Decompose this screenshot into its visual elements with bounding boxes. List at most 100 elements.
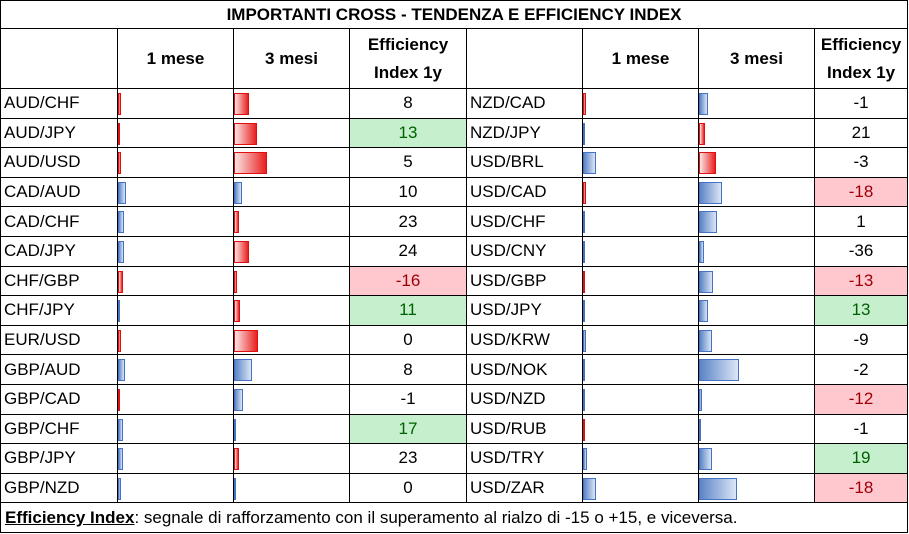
efficiency-value: 19 <box>813 443 909 474</box>
negative-trend-bar <box>583 418 585 441</box>
positive-trend-bar <box>699 270 713 293</box>
efficiency-value: 13 <box>813 295 909 326</box>
positive-trend-bar <box>583 329 586 352</box>
negative-trend-bar <box>234 152 267 175</box>
positive-trend-bar <box>118 448 123 471</box>
trend-cell-m3 <box>698 354 815 385</box>
footnote-label: Efficiency Index <box>5 507 135 527</box>
efficiency-value: 23 <box>349 206 467 237</box>
efficiency-value: -12 <box>813 383 909 415</box>
table-row: GBP/CAD -1 USD/NZD -12 <box>0 383 909 415</box>
trend-cell-m3 <box>698 472 815 504</box>
positive-trend-bar <box>583 122 585 145</box>
pair-name: USD/CNY <box>466 235 583 267</box>
table-row: AUD/CHF 8 NZD/CAD -1 <box>0 88 909 119</box>
trend-cell-m3 <box>233 295 350 326</box>
table-row: GBP/CHF 17 USD/RUB -1 <box>0 413 909 445</box>
trend-cell-m1 <box>117 443 234 474</box>
efficiency-value: 13 <box>349 117 467 149</box>
pair-name: GBP/CAD <box>0 383 118 415</box>
positive-trend-bar <box>234 359 252 382</box>
pair-name: GBP/JPY <box>0 443 118 474</box>
positive-trend-bar <box>118 418 123 441</box>
trend-cell-m3 <box>698 324 815 356</box>
trend-cell-m1 <box>582 265 699 297</box>
trend-cell-m3 <box>698 413 815 445</box>
pair-name: AUD/USD <box>0 147 118 178</box>
header-3-mesi-right: 3 mesi <box>698 28 815 89</box>
table-row: EUR/USD 0 USD/KRW -9 <box>0 324 909 356</box>
positive-trend-bar <box>583 240 585 263</box>
trend-cell-m1 <box>582 413 699 445</box>
negative-trend-bar <box>234 211 239 234</box>
positive-trend-bar <box>118 300 120 323</box>
negative-trend-bar <box>699 122 705 145</box>
pair-name: USD/CAD <box>466 176 583 208</box>
positive-trend-bar <box>699 388 702 411</box>
header-blank-left <box>0 28 118 89</box>
efficiency-value: -1 <box>349 383 467 415</box>
negative-trend-bar <box>118 270 123 293</box>
trend-cell-m3 <box>233 147 350 178</box>
positive-trend-bar <box>118 477 121 500</box>
table-row: CAD/JPY 24 USD/CNY -36 <box>0 235 909 267</box>
pair-name: CHF/GBP <box>0 265 118 297</box>
positive-trend-bar <box>234 477 236 500</box>
trend-cell-m3 <box>233 443 350 474</box>
trend-cell-m1 <box>582 383 699 415</box>
trend-cell-m3 <box>698 443 815 474</box>
trend-cell-m1 <box>582 88 699 119</box>
negative-trend-bar <box>118 329 121 352</box>
pair-name: AUD/CHF <box>0 88 118 119</box>
trend-cell-m1 <box>582 235 699 267</box>
trend-cell-m1 <box>582 295 699 326</box>
positive-trend-bar <box>583 359 585 382</box>
trend-cell-m3 <box>698 176 815 208</box>
negative-trend-bar <box>234 329 258 352</box>
pair-name: USD/JPY <box>466 295 583 326</box>
table-row: CAD/AUD 10 USD/CAD -18 <box>0 176 909 208</box>
trend-cell-m3 <box>233 117 350 149</box>
negative-trend-bar <box>118 152 121 175</box>
efficiency-value: 8 <box>349 354 467 385</box>
footnote: Efficiency Index: segnale di rafforzamen… <box>0 502 909 534</box>
negative-trend-bar <box>583 181 586 204</box>
table-row: GBP/NZD 0 USD/ZAR -18 <box>0 472 909 504</box>
trend-cell-m1 <box>582 176 699 208</box>
efficiency-value: -16 <box>349 265 467 297</box>
positive-trend-bar <box>583 300 585 323</box>
table-row: CHF/JPY 11 USD/JPY 13 <box>0 295 909 326</box>
trend-cell-m3 <box>698 383 815 415</box>
trend-cell-m3 <box>233 472 350 504</box>
trend-cell-m1 <box>582 443 699 474</box>
trend-cell-m1 <box>117 117 234 149</box>
efficiency-value: 23 <box>349 443 467 474</box>
efficiency-value: -3 <box>813 147 909 178</box>
negative-trend-bar <box>234 300 240 323</box>
efficiency-value: -18 <box>813 176 909 208</box>
trend-cell-m1 <box>117 354 234 385</box>
negative-trend-bar <box>118 93 121 115</box>
header-eff-line1: Efficiency <box>367 34 449 54</box>
positive-trend-bar <box>699 211 717 234</box>
positive-trend-bar <box>583 388 585 411</box>
negative-trend-bar <box>234 122 257 145</box>
efficiency-value: -1 <box>813 88 909 119</box>
table-title: IMPORTANTI CROSS - TENDENZA E EFFICIENCY… <box>0 0 909 29</box>
trend-cell-m3 <box>233 88 350 119</box>
trend-cell-m3 <box>698 147 815 178</box>
trend-cell-m1 <box>582 472 699 504</box>
negative-trend-bar <box>699 152 716 175</box>
positive-trend-bar <box>699 300 708 323</box>
trend-cell-m3 <box>698 295 815 326</box>
trend-cell-m3 <box>698 88 815 119</box>
pair-name: GBP/CHF <box>0 413 118 445</box>
trend-cell-m1 <box>117 324 234 356</box>
trend-cell-m1 <box>117 472 234 504</box>
trend-cell-m1 <box>117 413 234 445</box>
positive-trend-bar <box>234 181 242 204</box>
table-row: CAD/CHF 23 USD/CHF 1 <box>0 206 909 237</box>
positive-trend-bar <box>118 359 125 382</box>
positive-trend-bar <box>118 181 126 204</box>
